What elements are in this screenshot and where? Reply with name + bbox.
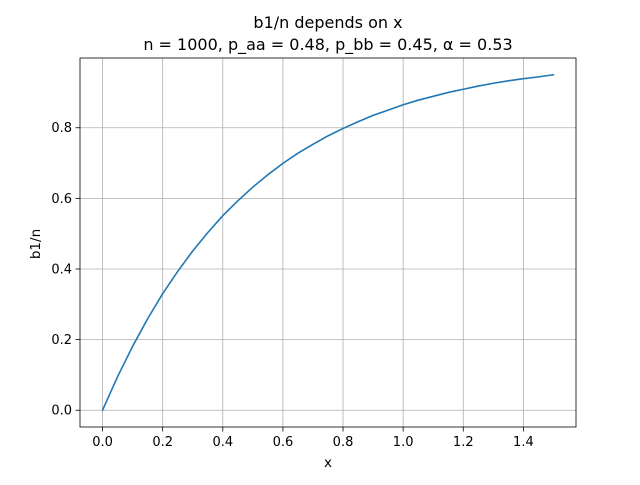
x-tick-label: 0.0: [92, 435, 113, 450]
x-axis: 0.0 0.2 0.4 0.6 0.8 1.0 1.2 1.4: [92, 427, 534, 450]
x-tick-label: 0.2: [152, 435, 173, 450]
x-axis-label: x: [324, 455, 332, 471]
series-layer: [101, 73, 555, 412]
x-tick-label: 1.0: [393, 435, 414, 450]
chart-subtitle: n = 1000, p_aa = 0.48, p_bb = 0.45, α = …: [143, 35, 512, 55]
y-tick-label: 0.0: [51, 404, 72, 419]
x-tick-label: 0.4: [212, 435, 233, 450]
x-tick-label: 1.2: [453, 435, 474, 450]
x-tick-label: 0.6: [273, 435, 294, 450]
grid: [80, 58, 576, 427]
x-tick-label: 0.8: [333, 435, 354, 450]
y-axis: 0.0 0.2 0.4 0.6 0.8: [51, 121, 80, 419]
plot-area-frame: [79, 57, 577, 428]
series-line: [101, 73, 555, 412]
y-tick-label: 0.6: [51, 192, 72, 207]
axes-frame: [79, 57, 577, 428]
y-tick-label: 0.8: [51, 121, 72, 136]
chart-title: b1/n depends on x: [253, 13, 402, 32]
x-tick-label: 1.4: [513, 435, 534, 450]
y-axis-label: b1/n: [28, 229, 44, 259]
y-tick-label: 0.2: [51, 333, 72, 348]
y-tick-label: 0.4: [51, 262, 72, 277]
